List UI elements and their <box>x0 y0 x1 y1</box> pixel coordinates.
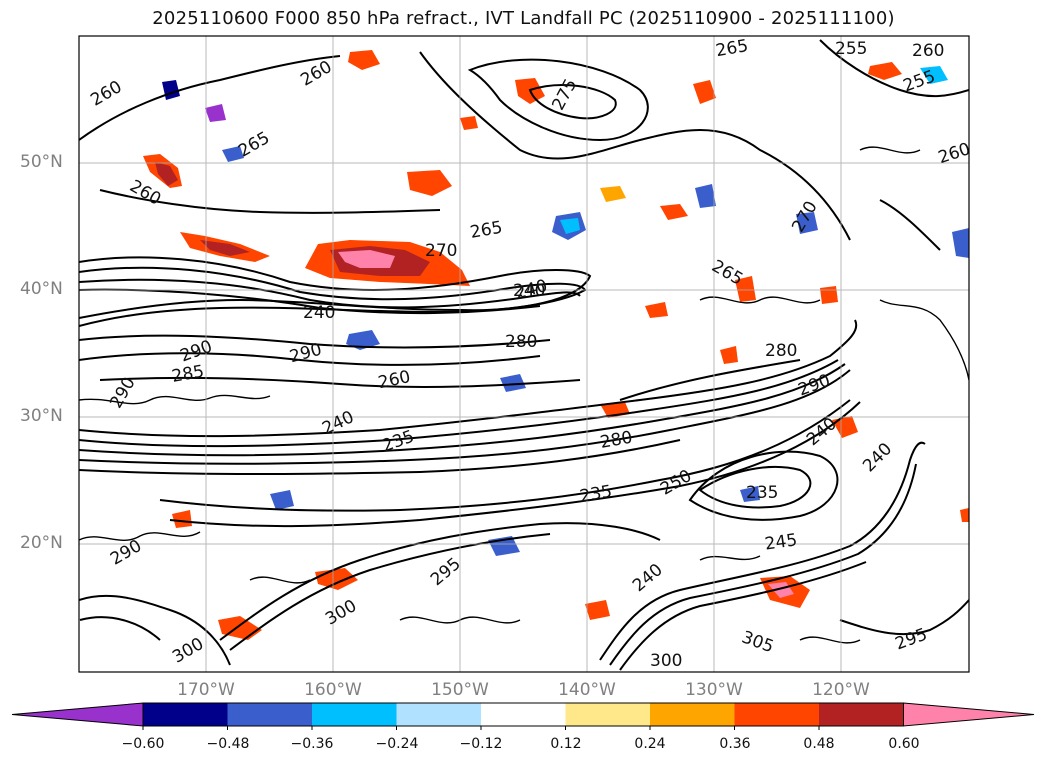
contour-label: 280 <box>765 341 797 361</box>
contour-label: 255 <box>835 39 867 59</box>
contour-field <box>79 36 969 672</box>
contour-label: 240 <box>303 303 335 323</box>
colorbar-segment <box>227 703 313 726</box>
lon-label-170w: 170°W <box>177 680 235 700</box>
colorbar-segment <box>312 703 397 726</box>
map-title: 2025110600 F000 850 hPa refract., IVT La… <box>152 8 895 29</box>
colorbar-segment <box>734 703 820 726</box>
colorbar-segment <box>481 703 566 726</box>
colorbar-tick: −0.60 <box>121 736 165 752</box>
lon-label-150w: 150°W <box>431 680 489 700</box>
contour-labels: 275 270 280 235 265 260 255 260 265 255 … <box>87 36 972 671</box>
lat-label-40n: 40°N <box>20 279 63 299</box>
colorbar-tick: 0.36 <box>719 736 751 752</box>
lat-label-20n: 20°N <box>20 533 63 553</box>
colorbar-segment <box>143 703 228 726</box>
contour-label: 245 <box>764 530 799 554</box>
colorbar <box>11 702 1035 730</box>
colorbar-segment <box>819 703 904 726</box>
contour-label: 300 <box>650 651 682 671</box>
colorbar-tick: −0.24 <box>375 736 419 752</box>
colorbar-segment <box>565 703 651 726</box>
contour-label: 280 <box>505 332 537 352</box>
colorbar-frame <box>142 702 904 727</box>
colorbar-tick: 0.24 <box>634 736 666 752</box>
colorbar-tick: 0.48 <box>803 736 835 752</box>
colorbar-tick: −0.48 <box>206 736 250 752</box>
lat-label-50n: 50°N <box>20 152 63 172</box>
lon-label-130w: 130°W <box>685 680 743 700</box>
colorbar-extend-low <box>11 702 144 727</box>
colorbar-extend-high <box>903 702 1035 727</box>
colorbar-tick: −0.36 <box>290 736 334 752</box>
colorbar-tick: −0.12 <box>459 736 503 752</box>
colorbar-segment <box>396 703 482 726</box>
colorbar-tick: 0.12 <box>550 736 582 752</box>
lon-label-160w: 160°W <box>304 680 362 700</box>
colorbar-tick: 0.60 <box>888 736 920 752</box>
lat-label-30n: 30°N <box>20 406 63 426</box>
ivt-contours <box>79 39 969 671</box>
contour-label: 240 <box>513 281 545 301</box>
lon-label-140w: 140°W <box>558 680 616 700</box>
contour-label: 235 <box>746 483 778 503</box>
map-frame <box>78 35 970 673</box>
contour-label: 260 <box>912 41 944 61</box>
graticule <box>79 36 969 672</box>
lon-label-120w: 120°W <box>812 680 870 700</box>
contour-label: 270 <box>425 241 457 261</box>
colorbar-segment <box>650 703 735 726</box>
